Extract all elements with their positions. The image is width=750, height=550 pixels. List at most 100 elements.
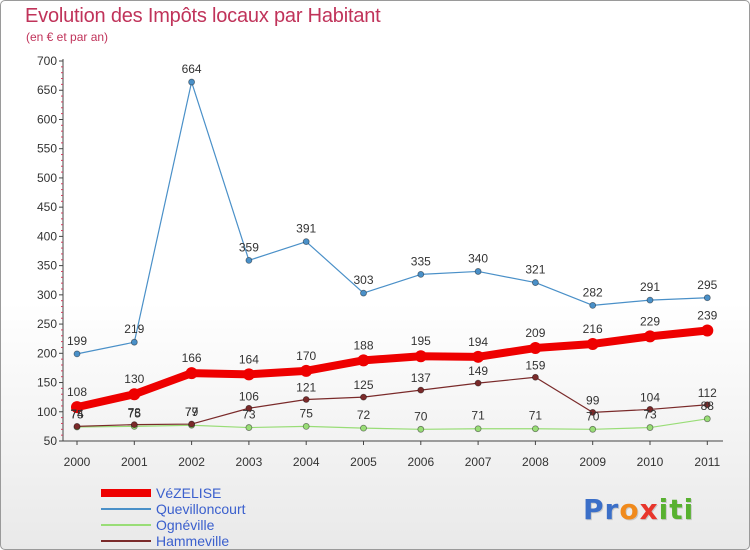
y-minor-tick — [61, 72, 63, 74]
data-label: 321 — [525, 263, 545, 277]
data-point — [360, 289, 367, 297]
data-point — [188, 420, 196, 428]
data-label: 166 — [182, 351, 202, 365]
y-minor-tick — [61, 393, 63, 395]
data-point — [73, 422, 81, 430]
series-line — [73, 326, 712, 412]
y-minor-tick — [61, 300, 63, 302]
data-point — [646, 296, 654, 304]
data-label: 199 — [67, 334, 87, 348]
y-minor-tick — [61, 317, 63, 319]
data-point — [532, 279, 539, 286]
y-minor-tick — [61, 194, 63, 196]
data-label: 239 — [697, 309, 717, 323]
y-minor-tick — [61, 95, 63, 97]
x-tick-label: 2004 — [293, 455, 320, 469]
data-point — [245, 404, 253, 412]
x-tick-label: 2000 — [64, 455, 91, 469]
data-point — [529, 342, 542, 355]
data-label: 88 — [701, 399, 715, 413]
data-point — [703, 415, 711, 423]
data-point — [71, 401, 83, 414]
data-point — [245, 256, 253, 264]
data-label: 73 — [643, 408, 657, 422]
y-tick-label: 100 — [37, 405, 57, 419]
data-point — [360, 424, 367, 432]
data-point — [130, 421, 138, 429]
data-label: 282 — [583, 285, 603, 299]
data-point — [300, 364, 313, 377]
data-label: 108 — [67, 385, 87, 399]
data-label: 359 — [239, 240, 259, 254]
data-label: 291 — [640, 280, 660, 294]
legend-label: Hammeville — [156, 533, 229, 549]
x-tick-label: 2008 — [522, 455, 549, 469]
data-point — [417, 425, 425, 433]
logo-letter: x — [639, 493, 659, 526]
y-minor-tick — [61, 230, 63, 232]
data-point — [242, 368, 255, 381]
data-label: 335 — [411, 254, 431, 268]
y-minor-tick — [61, 270, 63, 272]
data-point — [188, 78, 196, 86]
y-minor-tick — [61, 101, 63, 103]
y-minor-tick — [61, 364, 63, 366]
data-point — [589, 301, 597, 309]
data-point — [586, 337, 599, 350]
data-label: 71 — [471, 409, 485, 423]
logo-letter: i — [658, 493, 670, 526]
data-label: 164 — [239, 352, 259, 366]
y-minor-tick — [61, 428, 63, 430]
data-point — [417, 386, 425, 394]
y-minor-tick — [61, 189, 63, 191]
y-minor-tick — [61, 306, 63, 308]
data-point — [701, 324, 714, 337]
data-point — [128, 388, 141, 401]
y-minor-tick — [61, 422, 63, 424]
data-label: 75 — [128, 406, 142, 420]
data-label: 99 — [586, 393, 600, 407]
series-line — [76, 418, 708, 430]
y-tick-label: 200 — [37, 346, 57, 360]
x-tick-label: 2010 — [637, 455, 664, 469]
y-minor-tick — [61, 376, 63, 378]
data-label: 73 — [242, 408, 256, 422]
data-point — [474, 268, 482, 275]
data-point — [703, 401, 711, 409]
y-tick-label: 600 — [37, 112, 57, 126]
data-label: 216 — [583, 322, 603, 336]
legend-label: Quevilloncourt — [156, 501, 246, 517]
y-minor-tick — [61, 370, 63, 372]
data-label: 229 — [640, 314, 660, 328]
data-label: 195 — [411, 334, 431, 348]
y-minor-tick — [61, 417, 63, 419]
x-tick-label: 2011 — [694, 455, 720, 469]
data-point — [245, 424, 253, 431]
x-tick-label: 2002 — [178, 455, 205, 469]
data-point — [302, 422, 310, 430]
data-point — [73, 350, 81, 358]
legend-label: VéZELISE — [156, 485, 221, 501]
x-tick-label: 2003 — [236, 455, 263, 469]
data-label: 149 — [468, 364, 488, 378]
y-minor-tick — [61, 434, 63, 436]
y-tick-label: 300 — [37, 288, 57, 302]
y-minor-tick — [61, 165, 63, 167]
legend-label: Ognéville — [156, 517, 215, 533]
x-tick-label: 2006 — [407, 455, 434, 469]
data-label: 130 — [124, 372, 144, 386]
y-minor-tick — [61, 183, 63, 185]
y-minor-tick — [61, 241, 63, 243]
data-label: 295 — [697, 278, 717, 292]
y-tick-label: 700 — [37, 54, 57, 68]
data-label: 79 — [185, 405, 199, 419]
x-tick-label: 2005 — [350, 455, 377, 469]
y-minor-tick — [61, 311, 63, 313]
data-point — [474, 379, 482, 387]
y-minor-tick — [61, 387, 63, 389]
logo-letter: r — [604, 493, 620, 526]
data-point — [646, 424, 654, 431]
data-point — [532, 425, 539, 433]
